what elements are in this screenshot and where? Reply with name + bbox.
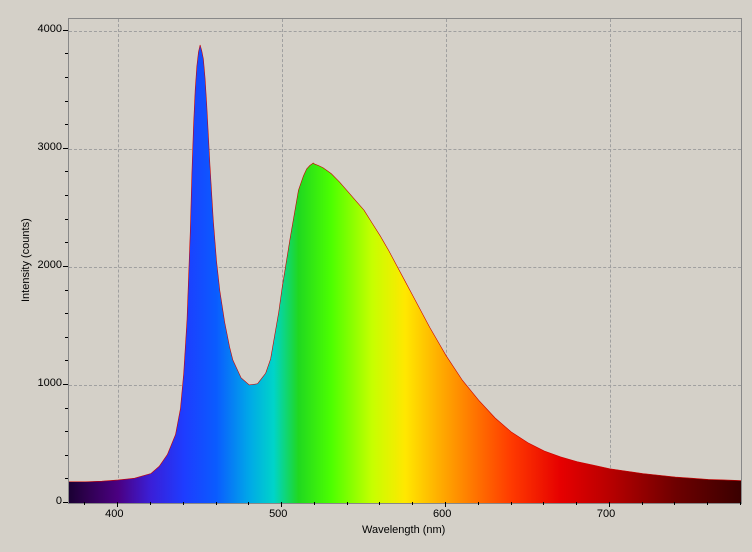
yminor-tick xyxy=(65,124,68,125)
ytick-label: 3000 xyxy=(38,141,62,153)
xminor-tick xyxy=(707,502,708,505)
xminor-tick xyxy=(248,502,249,505)
yminor-tick xyxy=(65,77,68,78)
spectrum-area xyxy=(69,19,741,503)
spectrum-fill xyxy=(69,45,741,503)
xminor-tick xyxy=(642,502,643,505)
yminor-tick xyxy=(65,478,68,479)
ytick-mark xyxy=(63,30,68,31)
yminor-tick xyxy=(65,195,68,196)
xminor-tick xyxy=(183,502,184,505)
ytick-label: 1000 xyxy=(38,377,62,389)
xtick-mark xyxy=(609,502,610,507)
xminor-tick xyxy=(674,502,675,505)
xminor-tick xyxy=(347,502,348,505)
xminor-tick xyxy=(511,502,512,505)
yminor-tick xyxy=(65,455,68,456)
xtick-mark xyxy=(117,502,118,507)
yminor-tick xyxy=(65,219,68,220)
yminor-tick xyxy=(65,101,68,102)
xminor-tick xyxy=(314,502,315,505)
xtick-mark xyxy=(445,502,446,507)
plot-area xyxy=(68,18,742,504)
xtick-label: 600 xyxy=(433,508,451,520)
yminor-tick xyxy=(65,431,68,432)
ytick-mark xyxy=(63,384,68,385)
yminor-tick xyxy=(65,290,68,291)
yminor-tick xyxy=(65,242,68,243)
ytick-mark xyxy=(63,502,68,503)
spectrum-chart: Wavelength (nm) Intensity (counts) 0 1000… xyxy=(0,0,752,552)
xtick-label: 500 xyxy=(269,508,287,520)
ytick-mark xyxy=(63,148,68,149)
ytick-mark xyxy=(63,266,68,267)
ylabel: Intensity (counts) xyxy=(20,218,32,302)
yminor-tick xyxy=(65,337,68,338)
yminor-tick xyxy=(65,408,68,409)
yminor-tick xyxy=(65,360,68,361)
xminor-tick xyxy=(412,502,413,505)
xminor-tick xyxy=(216,502,217,505)
yminor-tick xyxy=(65,171,68,172)
xtick-mark xyxy=(281,502,282,507)
xminor-tick xyxy=(379,502,380,505)
yminor-tick xyxy=(65,53,68,54)
xminor-tick xyxy=(150,502,151,505)
xtick-label: 700 xyxy=(597,508,615,520)
xlabel: Wavelength (nm) xyxy=(362,524,445,536)
xminor-tick xyxy=(576,502,577,505)
xminor-tick xyxy=(543,502,544,505)
ytick-label: 4000 xyxy=(38,23,62,35)
xminor-tick xyxy=(84,502,85,505)
xminor-tick xyxy=(740,502,741,505)
ytick-label: 2000 xyxy=(38,259,62,271)
xminor-tick xyxy=(478,502,479,505)
xtick-label: 400 xyxy=(105,508,123,520)
ytick-label: 0 xyxy=(56,495,62,507)
yminor-tick xyxy=(65,313,68,314)
